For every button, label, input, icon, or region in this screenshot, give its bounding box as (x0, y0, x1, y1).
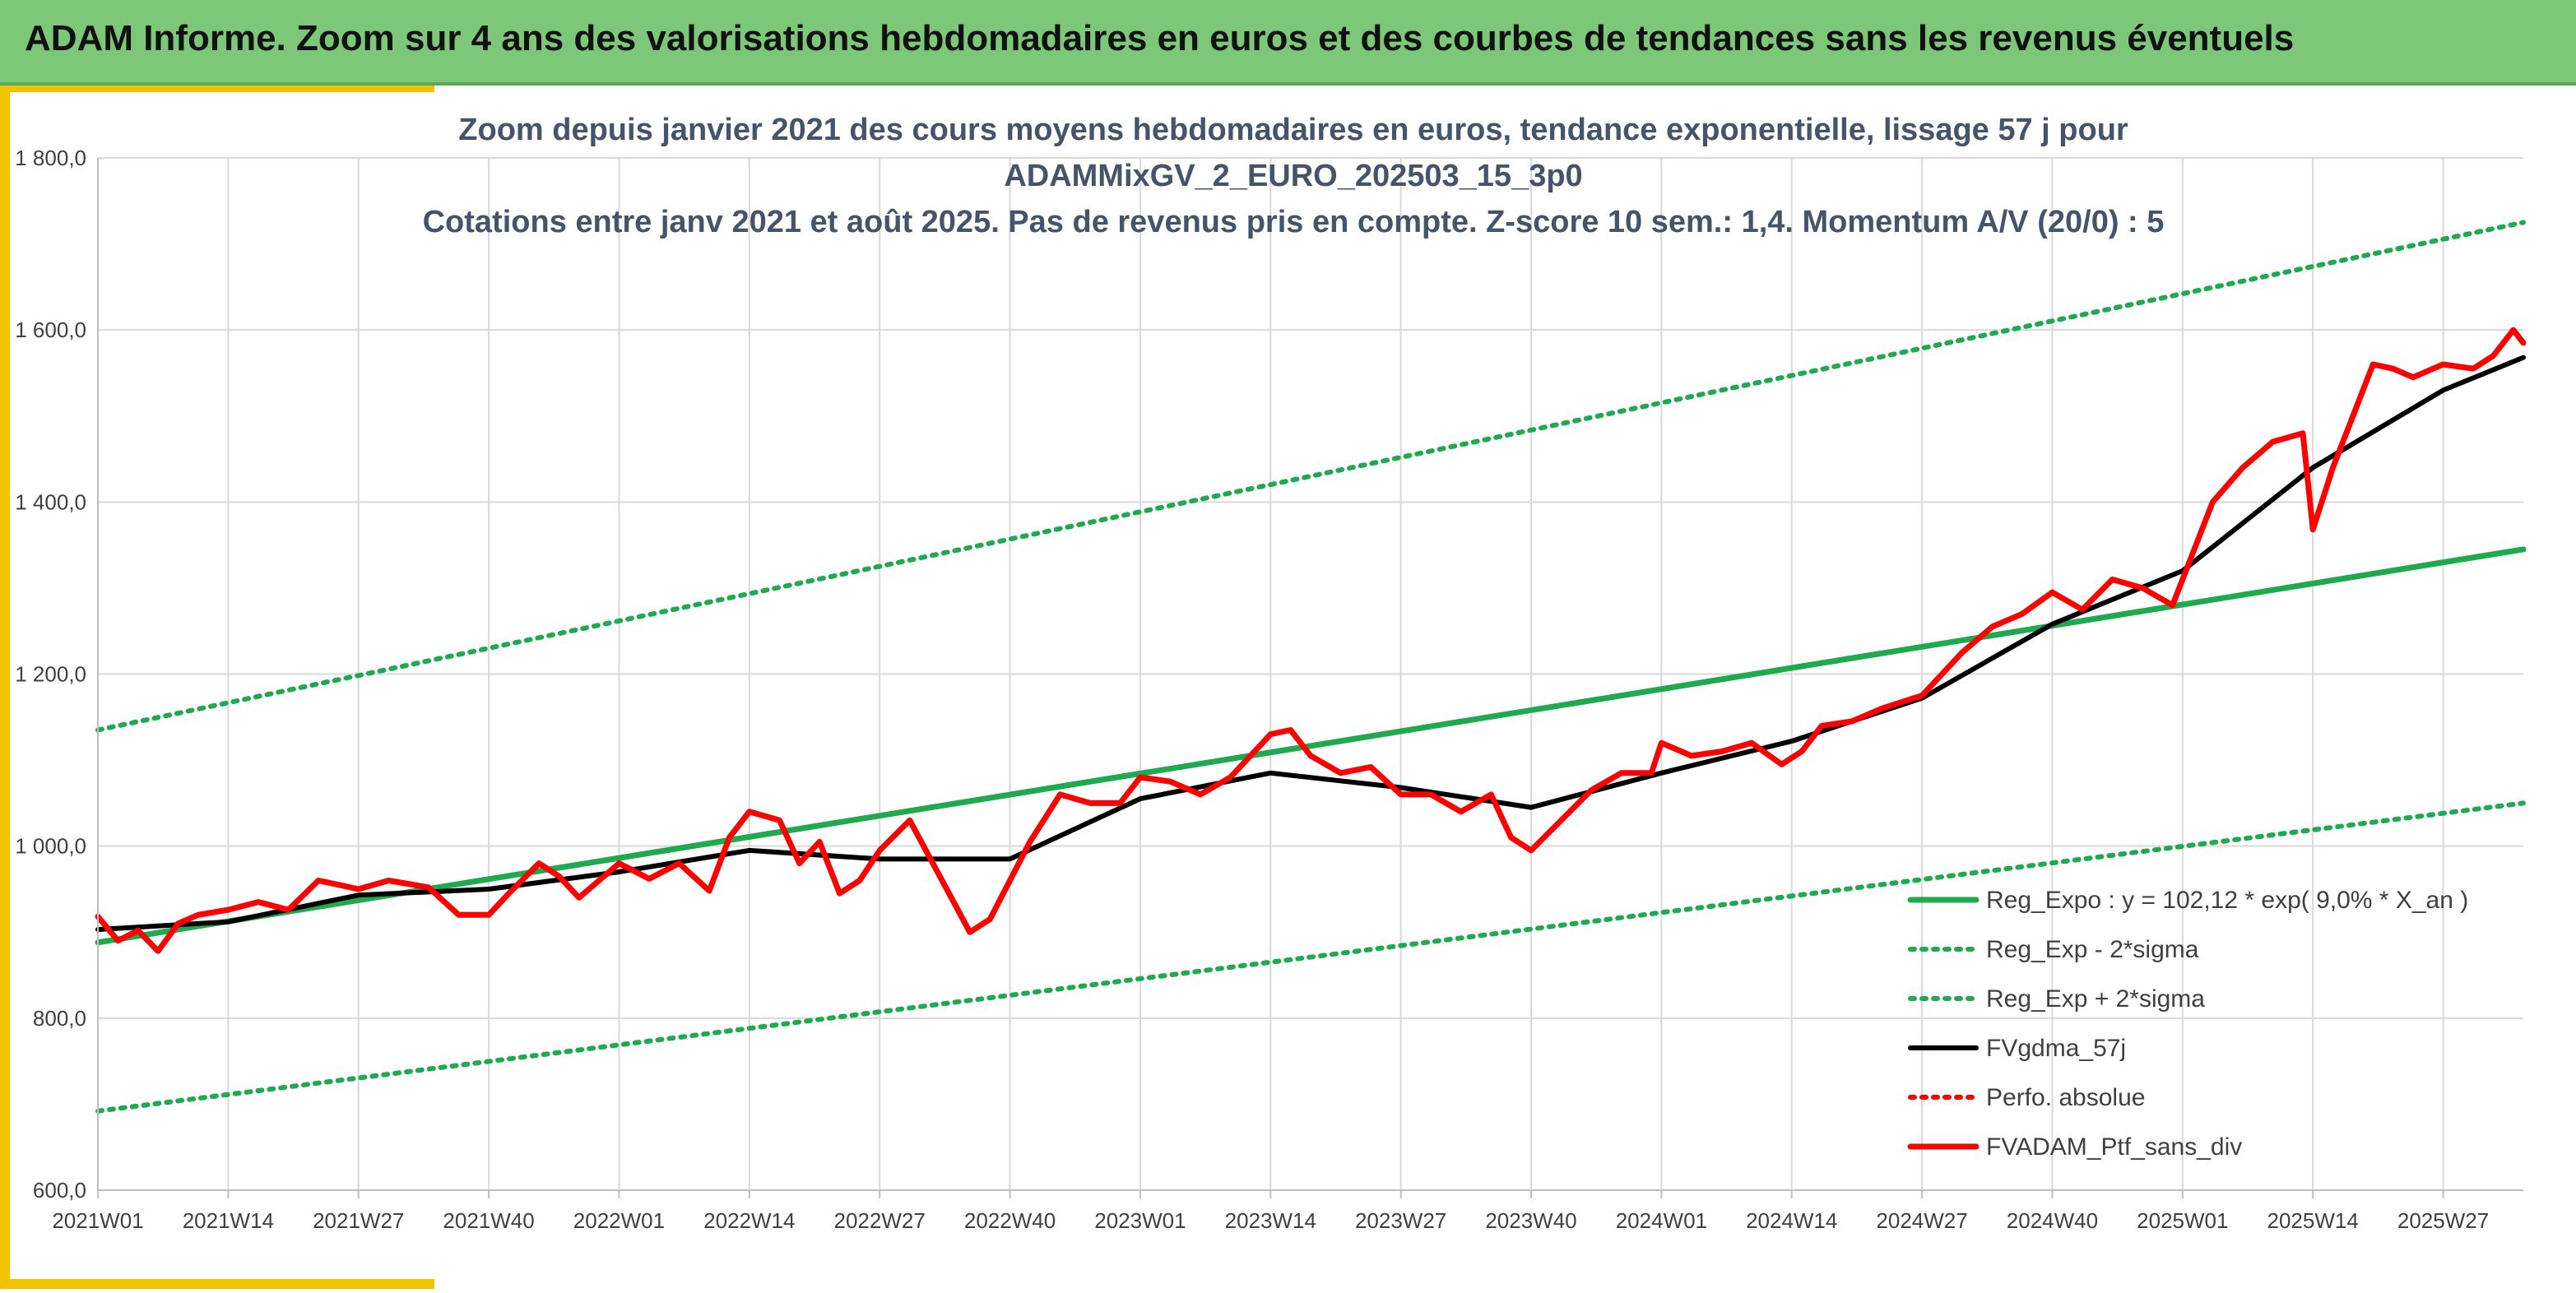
x-tick-label: 2024W40 (2007, 1208, 2098, 1233)
x-tick-label: 2025W14 (2267, 1208, 2359, 1233)
accent-bar-bottom (10, 1279, 434, 1289)
x-tick-label: 2021W01 (52, 1208, 143, 1233)
line-chart: Zoom depuis janvier 2021 des cours moyen… (15, 113, 2527, 1233)
axis-layer: 600,0 800,0 1 000,0 1 200,0 1 400,0 1 600,0 1 … (15, 146, 2523, 1233)
x-tick-label: 2025W27 (2397, 1208, 2489, 1233)
legend-label: Reg_Exp + 2*sigma (1986, 985, 2205, 1013)
legend-label: Reg_Expo : y = 102,12 * exp( 9,0% * X_an… (1986, 887, 2468, 914)
x-tick-label: 2021W27 (313, 1208, 404, 1233)
chart-title: Zoom depuis janvier 2021 des cours moyen… (423, 113, 2165, 239)
x-tick-label: 2022W14 (703, 1208, 795, 1233)
x-tick-label: 2024W14 (1746, 1208, 1837, 1233)
x-tick-label: 2023W27 (1355, 1208, 1446, 1233)
legend: Reg_Expo : y = 102,12 * exp( 9,0% * X_an… (1907, 887, 2468, 1161)
y-tick-label: 1 000,0 (15, 834, 86, 859)
x-tick-label: 2023W14 (1225, 1208, 1316, 1233)
page-title: ADAM Informe. Zoom sur 4 ans des valoris… (25, 18, 2295, 58)
series-line-reg-exp-2-sigma (95, 220, 2526, 733)
x-tick-label: 2022W01 (573, 1208, 665, 1233)
chart-container: Zoom depuis janvier 2021 des cours moyen… (10, 92, 2576, 1289)
x-tick-label: 2021W40 (443, 1208, 534, 1233)
accent-bar-left (0, 86, 10, 1289)
y-tick-label: 800,0 (33, 1006, 86, 1031)
series-line-fvgdma-57j (95, 355, 2526, 933)
x-tick-label: 2024W27 (1876, 1208, 1967, 1233)
series-line-reg-exp-2-sigma (95, 800, 2526, 1114)
y-tick-label: 1 400,0 (15, 489, 86, 514)
y-tick-label: 1 800,0 (15, 146, 86, 170)
x-tick-label: 2023W40 (1485, 1208, 1576, 1233)
chart-title-line-1: Zoom depuis janvier 2021 des cours moyen… (458, 113, 2128, 147)
y-tick-label: 1 200,0 (15, 662, 86, 687)
y-tick-label: 600,0 (33, 1178, 86, 1203)
header-band: ADAM Informe. Zoom sur 4 ans des valoris… (0, 0, 2576, 86)
chart-title-line-2: ADAMMixGV_2_EURO_202503_15_3p0 (1004, 159, 1582, 193)
series-line-fvadam-ptf-sans-div (95, 327, 2527, 954)
grid-layer (97, 157, 2523, 1191)
y-tick-label: 1 600,0 (15, 317, 86, 342)
x-tick-label: 2025W01 (2137, 1208, 2228, 1233)
x-tick-label: 2021W14 (183, 1208, 274, 1233)
legend-label: Reg_Exp - 2*sigma (1986, 936, 2199, 963)
x-tick-label: 2022W27 (834, 1208, 926, 1233)
legend-label: FVADAM_Ptf_sans_div (1986, 1133, 2242, 1161)
series-layer (95, 220, 2527, 1114)
x-tick-label: 2022W40 (964, 1208, 1056, 1233)
x-tick-label: 2024W01 (1616, 1208, 1707, 1233)
chart-title-line-3: Cotations entre janv 2021 et août 2025. … (423, 205, 2165, 239)
x-tick-label: 2023W01 (1094, 1208, 1186, 1233)
accent-bar-top (10, 86, 434, 92)
series-line-reg-expo-y-102-12-exp-9-0-x-an (95, 546, 2527, 946)
legend-label: Perfo. absolue (1986, 1084, 2145, 1111)
legend-label: FVgdma_57j (1986, 1035, 2126, 1062)
